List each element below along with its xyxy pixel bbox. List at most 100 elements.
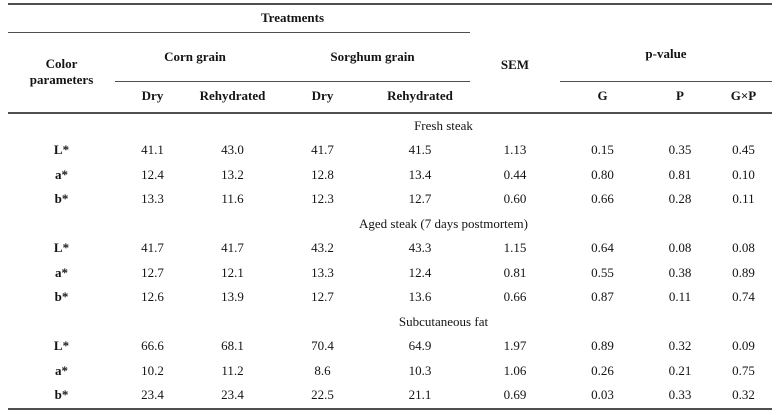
- value-cell: 0.32: [668, 338, 692, 354]
- value-cell: 0.26: [591, 362, 614, 378]
- value-cell: 0.66: [503, 289, 527, 305]
- value-cell: 13.3: [141, 191, 164, 207]
- value-cell: 21.1: [370, 383, 470, 410]
- row-label: b*: [8, 383, 115, 410]
- value-cell: 12.7: [408, 191, 432, 207]
- value-cell: 0.89: [591, 338, 614, 354]
- value-cell: 0.15: [591, 142, 614, 158]
- value-cell: 70.4: [311, 338, 334, 354]
- table-row: L* 66.6 68.1 70.4 64.9 1.97 0.89 0.32 0.…: [8, 334, 772, 359]
- section-title: Fresh steak: [414, 117, 473, 133]
- header-row-treatments: Treatments: [8, 3, 772, 33]
- value-cell: 0.38: [668, 264, 692, 280]
- value-cell: 0.75: [732, 362, 755, 378]
- value-cell: 0.69: [470, 383, 560, 410]
- value-cell: 0.80: [591, 166, 614, 182]
- value-cell: 0.89: [732, 264, 755, 280]
- value-cell: 13.3: [311, 264, 334, 280]
- value-cell: 12.8: [311, 166, 334, 182]
- table-row: b* 12.6 13.9 12.7 13.6 0.66 0.87 0.11 0.…: [8, 285, 772, 310]
- header-rehydrated-sorghum: Rehydrated: [370, 81, 470, 114]
- header-corn-grain: Corn grain: [115, 32, 275, 82]
- value-cell: 0.11: [668, 289, 692, 305]
- value-cell: 41.5: [408, 142, 432, 158]
- header-p: P: [645, 81, 715, 114]
- value-cell: 0.55: [591, 264, 614, 280]
- row-label: L*: [53, 142, 70, 158]
- row-label: a*: [55, 264, 68, 280]
- value-cell: 12.4: [408, 264, 432, 280]
- value-cell: 0.81: [668, 166, 692, 182]
- value-cell: 0.74: [732, 289, 755, 305]
- value-cell: 22.5: [275, 383, 370, 410]
- value-cell: 0.28: [668, 191, 692, 207]
- header-g: G: [560, 81, 645, 114]
- value-cell: 1.15: [503, 240, 527, 256]
- value-cell: 43.3: [408, 240, 432, 256]
- value-cell: 23.4: [115, 383, 190, 410]
- header-sorghum-grain: Sorghum grain: [275, 32, 470, 82]
- header-sem: SEM: [470, 32, 560, 114]
- header-dry-sorghum: Dry: [275, 81, 370, 114]
- header-dry-corn: Dry: [115, 81, 190, 114]
- header-row-groups: Color parameters Corn grain Sorghum grai…: [8, 32, 772, 114]
- section-row: Aged steak (7 days postmortem): [8, 212, 772, 237]
- value-cell: 0.03: [560, 383, 645, 410]
- table-row: a* 10.2 11.2 8.6 10.3 1.06 0.26 0.21 0.7…: [8, 359, 772, 384]
- value-cell: 41.7: [141, 240, 164, 256]
- value-cell: 12.3: [311, 191, 334, 207]
- section-title: Aged steak (7 days postmortem): [359, 215, 528, 231]
- value-cell: 41.1: [141, 142, 164, 158]
- value-cell: 13.4: [408, 166, 432, 182]
- value-cell: 0.08: [668, 240, 692, 256]
- table-row: a* 12.7 12.1 13.3 12.4 0.81 0.55 0.38 0.…: [8, 261, 772, 286]
- row-label: a*: [55, 166, 68, 182]
- header-row-subcolumns: Dry Rehydrated Dry Rehydrated G P G×P: [8, 81, 772, 114]
- value-cell: 0.21: [668, 362, 692, 378]
- value-cell: 0.87: [591, 289, 614, 305]
- color-parameters-table: Treatments Color parameters Corn grain S…: [8, 3, 772, 410]
- value-cell: 12.1: [221, 264, 244, 280]
- row-label: b*: [54, 289, 69, 305]
- value-cell: 23.4: [190, 383, 275, 410]
- header-color-parameters: Color parameters: [8, 32, 115, 114]
- row-label: L*: [53, 338, 70, 354]
- header-spacer: [560, 3, 772, 33]
- header-treatments: Treatments: [115, 3, 470, 33]
- table-row: b* 13.3 11.6 12.3 12.7 0.60 0.66 0.28 0.…: [8, 187, 772, 212]
- row-label: a*: [55, 362, 68, 378]
- header-gxp: G×P: [715, 81, 772, 114]
- value-cell: 10.3: [408, 362, 432, 378]
- section-title: Subcutaneous fat: [398, 313, 489, 329]
- value-cell: 1.06: [503, 362, 527, 378]
- value-cell: 68.1: [221, 338, 244, 354]
- table-row: a* 12.4 13.2 12.8 13.4 0.44 0.80 0.81 0.…: [8, 163, 772, 188]
- value-cell: 43.0: [221, 142, 244, 158]
- value-cell: 0.66: [591, 191, 614, 207]
- value-cell: 0.44: [503, 166, 527, 182]
- value-cell: 1.97: [503, 338, 527, 354]
- row-label: L*: [53, 240, 70, 256]
- value-cell: 13.6: [408, 289, 432, 305]
- section-row: Subcutaneous fat: [8, 310, 772, 335]
- header-spacer: [8, 3, 115, 33]
- value-cell: 12.7: [141, 264, 164, 280]
- value-cell: 0.10: [732, 166, 755, 182]
- section-row: Fresh steak: [8, 113, 772, 139]
- value-cell: 1.13: [503, 142, 527, 158]
- value-cell: 0.32: [715, 383, 772, 410]
- value-cell: 13.9: [221, 289, 244, 305]
- value-cell: 0.11: [732, 191, 755, 207]
- value-cell: 0.35: [668, 142, 692, 158]
- value-cell: 8.6: [314, 362, 331, 378]
- value-cell: 0.33: [645, 383, 715, 410]
- value-cell: 13.2: [221, 166, 244, 182]
- value-cell: 41.7: [311, 142, 334, 158]
- value-cell: 64.9: [408, 338, 432, 354]
- header-p-value: p-value: [560, 32, 772, 82]
- value-cell: 41.7: [221, 240, 244, 256]
- value-cell: 0.09: [732, 338, 755, 354]
- value-cell: 43.2: [311, 240, 334, 256]
- table-row: b* 23.4 23.4 22.5 21.1 0.69 0.03 0.33 0.…: [8, 383, 772, 410]
- value-cell: 11.2: [221, 362, 244, 378]
